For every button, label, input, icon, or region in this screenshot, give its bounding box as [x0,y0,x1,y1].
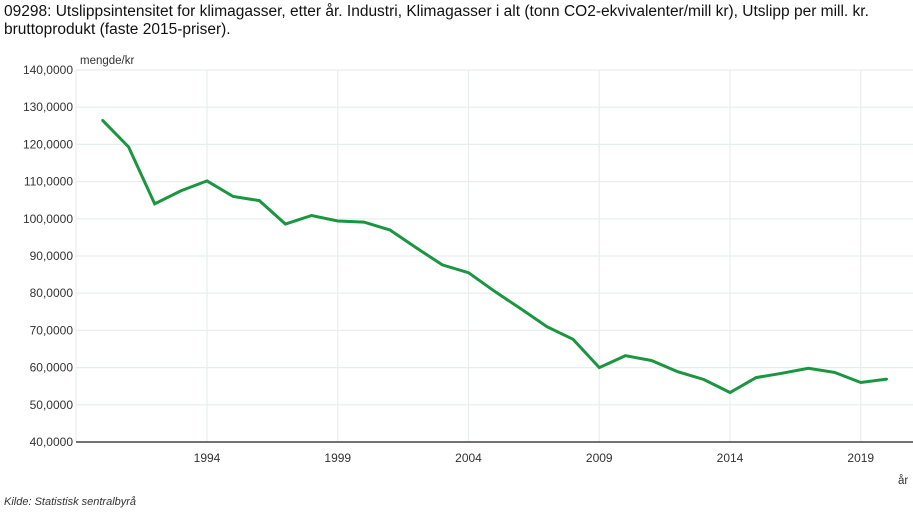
data-point [676,370,679,373]
y-tick-label: 120,0000 [23,137,73,151]
x-tick-label: 2009 [586,451,613,465]
y-tick-label: 90,0000 [30,249,74,263]
data-point [754,376,758,379]
data-point [545,325,549,328]
series-group [101,119,889,395]
data-point [467,271,470,274]
x-tick-label: 2019 [847,451,874,465]
data-point [127,145,130,149]
data-point [258,199,261,202]
data-point [807,367,810,370]
data-point [179,189,183,193]
data-point [101,119,104,122]
data-point [598,366,601,369]
data-point [781,371,784,375]
data-point [231,195,235,198]
data-point [205,179,209,183]
data-point [650,359,653,362]
data-point [571,338,575,341]
y-gridlines [76,69,913,406]
data-point [362,220,366,224]
data-point [388,228,392,232]
data-point [702,378,706,381]
x-axis-label: år [898,475,908,487]
x-tick-label: 1994 [194,451,221,465]
x-tick-labels: 1994 1999 2004 2009 2014 2019 [194,451,875,465]
data-point [859,381,862,384]
y-tick-label: 110,0000 [24,175,73,189]
data-point [153,202,156,206]
y-tick-label: 130,0000 [23,100,73,114]
data-point [284,222,287,226]
data-point [310,214,313,217]
y-tick-label: 100,0000 [23,212,73,226]
y-tick-label: 70,0000 [30,323,74,337]
data-point [519,307,522,311]
x-tick-label: 2004 [455,451,482,465]
data-point [493,290,496,293]
source-note: Kilde: Statistisk sentralbyrå [4,496,137,508]
y-tick-label: 40,0000 [30,435,74,449]
data-point [728,391,732,394]
data-point [624,354,627,357]
y-tick-label: 50,0000 [30,398,74,412]
data-point [336,219,339,223]
y-tick-label: 140,0000 [23,63,73,77]
data-point [415,246,418,250]
data-point [885,377,889,381]
chart-title: 09298: Utslippsintensitet for klimagasse… [4,3,869,38]
x-tick-label: 2014 [717,451,744,465]
x-tick-label: 1999 [324,451,351,465]
y-tick-label: 80,0000 [30,286,74,300]
data-point [441,263,444,267]
y-tick-labels: 140,0000 130,0000 120,0000 110,0000 100,0000… [23,63,73,449]
x-gridlines [206,70,862,442]
data-point [833,371,836,374]
y-axis-label: mengde/kr [80,55,135,67]
y-tick-label: 60,0000 [30,361,74,375]
